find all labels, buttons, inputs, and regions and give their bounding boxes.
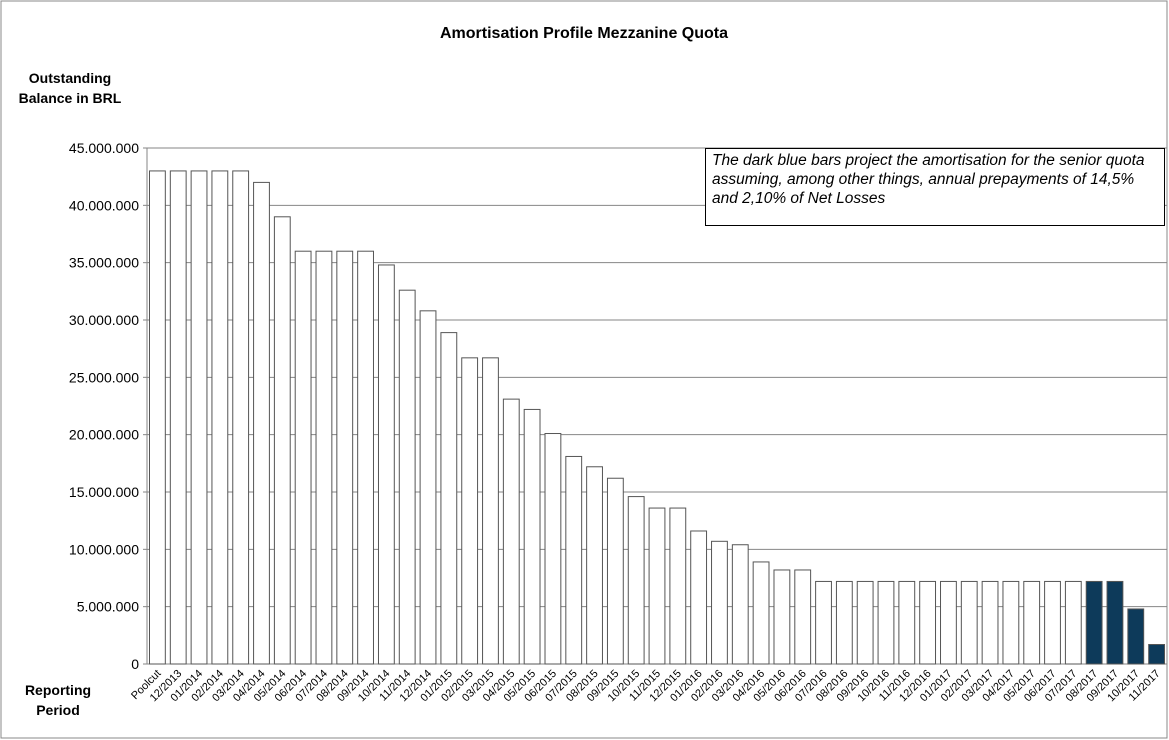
bar xyxy=(273,216,291,665)
bar xyxy=(523,408,541,665)
y-tick-label: 10.000.000 xyxy=(69,541,139,557)
chart-title: Amortisation Profile Mezzanine Quota xyxy=(440,25,728,42)
bar xyxy=(398,289,416,665)
bar xyxy=(960,580,978,665)
y-tick-label: 30.000.000 xyxy=(69,312,139,328)
bar xyxy=(1148,644,1166,665)
bar xyxy=(898,580,916,665)
y-tick-label: 40.000.000 xyxy=(69,197,139,213)
y-tick-label: 5.000.000 xyxy=(77,599,139,615)
bar xyxy=(1127,608,1145,665)
bar xyxy=(919,580,937,665)
bar xyxy=(565,455,583,665)
bar xyxy=(648,507,666,665)
bar xyxy=(981,580,999,665)
y-tick-label: 35.000.000 xyxy=(69,255,139,271)
annotation: The dark blue bars project the amortisat… xyxy=(705,148,1165,226)
x-axis-label: Reporting Period xyxy=(24,682,92,718)
bar xyxy=(377,264,395,665)
bar xyxy=(253,181,270,665)
bar xyxy=(1064,580,1082,665)
bar xyxy=(835,580,853,665)
bar xyxy=(794,569,812,665)
bar xyxy=(211,170,229,665)
bar xyxy=(1044,580,1061,665)
y-tick-label: 25.000.000 xyxy=(69,369,139,385)
bar xyxy=(482,357,499,665)
bar xyxy=(711,540,728,665)
bar xyxy=(148,170,166,665)
bar xyxy=(419,310,437,665)
bar xyxy=(815,580,832,665)
bar xyxy=(856,580,874,665)
bar xyxy=(731,544,749,665)
bar xyxy=(1023,580,1041,665)
y-axis-label: Outstanding Balance in BRL xyxy=(18,70,122,106)
bar xyxy=(440,332,458,665)
bar xyxy=(1085,580,1103,665)
bar xyxy=(627,496,645,665)
bar xyxy=(877,580,895,665)
bar xyxy=(357,250,374,665)
y-tick-label: 0 xyxy=(131,656,139,672)
bar xyxy=(940,580,957,665)
bar xyxy=(690,530,708,665)
y-tick-label: 45.000.000 xyxy=(69,140,139,156)
bar xyxy=(669,507,687,665)
bar xyxy=(461,357,479,665)
bar xyxy=(169,170,187,665)
bar xyxy=(315,250,333,665)
y-tick-label: 20.000.000 xyxy=(69,427,139,443)
bar xyxy=(544,433,562,665)
bar xyxy=(502,398,520,665)
bar xyxy=(1106,580,1124,665)
bar xyxy=(773,569,791,665)
bar xyxy=(606,477,624,665)
bar xyxy=(586,466,603,665)
y-tick-label: 15.000.000 xyxy=(69,484,139,500)
bar xyxy=(752,561,770,665)
bar xyxy=(294,250,312,665)
bar xyxy=(190,170,208,665)
bar xyxy=(1002,580,1020,665)
bar xyxy=(232,170,250,665)
bar xyxy=(336,250,354,665)
